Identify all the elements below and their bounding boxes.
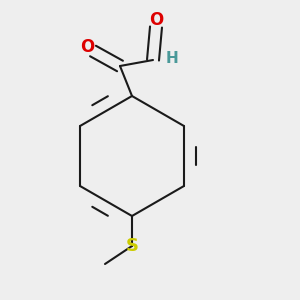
Text: O: O — [80, 38, 94, 56]
Text: S: S — [125, 237, 139, 255]
Text: O: O — [149, 11, 163, 29]
Text: H: H — [165, 51, 178, 66]
